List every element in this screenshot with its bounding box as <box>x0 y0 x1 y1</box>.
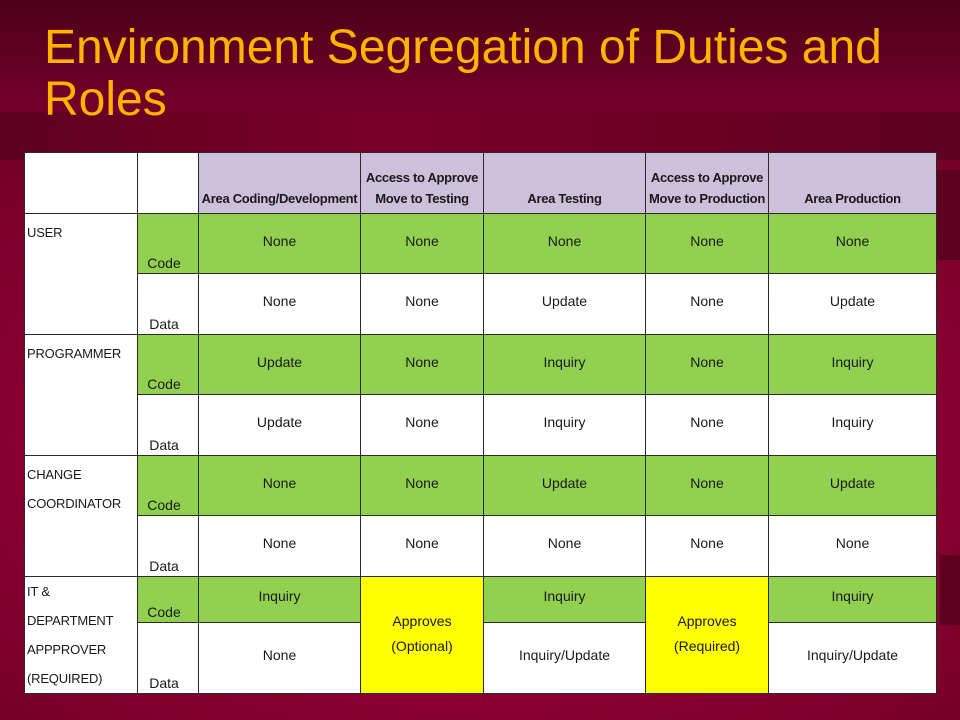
header-row: Area Coding/Development Access to Approv… <box>24 152 937 214</box>
table-cell: None <box>198 621 361 695</box>
table-cell: Update <box>768 273 937 335</box>
role-approver-line2: APPPROVER <box>27 642 107 657</box>
table-row: Data Update None Inquiry None Inquiry <box>25 394 937 456</box>
header-area-production: Area Production <box>768 152 937 214</box>
role-change-coordinator-line2: COORDINATOR <box>27 496 122 511</box>
row-kind-data: Data <box>137 394 199 456</box>
header-area-coding: Area Coding/Development <box>198 152 361 214</box>
approve-production-line1: Approves <box>677 613 737 629</box>
table-cell: None <box>645 394 769 456</box>
table-cell: None <box>768 213 937 274</box>
role-approver-line3: (REQUIRED) <box>27 671 103 686</box>
header-blank-role <box>24 152 138 214</box>
table-cell: None <box>360 334 484 395</box>
approves-required-cell: Approves (Required) <box>645 576 769 694</box>
table-cell: Inquiry <box>768 394 937 456</box>
role-change-coordinator-line1: CHANGE <box>27 467 82 482</box>
table-row: Data None None None None None <box>25 515 937 577</box>
table-cell: Inquiry <box>483 576 646 623</box>
approve-testing-line2: (Optional) <box>391 638 453 654</box>
table-cell: Update <box>198 394 361 456</box>
table-cell: Inquiry <box>198 576 361 623</box>
role-user-label: USER <box>27 225 63 240</box>
table-cell: Inquiry <box>483 334 646 395</box>
table-row: PROGRAMMER Code Update None Inquiry None… <box>24 334 937 456</box>
table-row: Data None Inquiry/Update Inquiry/Update <box>25 621 937 695</box>
table-row: Data None None Update None Update <box>25 273 937 335</box>
table-cell: None <box>198 455 361 516</box>
table-cell: None <box>198 273 361 335</box>
table-cell: Inquiry <box>768 334 937 395</box>
table-row: USER Code None None None None None <box>24 213 937 335</box>
approves-optional-cell: Approves (Optional) <box>360 576 484 694</box>
table-cell: None <box>645 213 769 274</box>
row-kind-data: Data <box>137 621 199 695</box>
row-kind-code: Code <box>137 334 199 395</box>
header-approve-production-line1: Access to Approve <box>650 170 764 185</box>
header-approve-testing-line2: Move to Testing <box>375 191 469 206</box>
table-cell: None <box>360 213 484 274</box>
row-kind-code: Code <box>137 576 199 623</box>
table-cell: Update <box>198 334 361 395</box>
table-cell: None <box>360 273 484 335</box>
approve-testing-line1: Approves <box>392 613 452 629</box>
table-cell: Inquiry <box>768 576 937 623</box>
table-row: CHANGE COORDINATOR Code None None Update… <box>24 455 937 577</box>
table-cell: None <box>645 515 769 577</box>
header-approve-production: Access to Approve Move to Production <box>645 152 769 214</box>
header-approve-testing: Access to Approve Move to Testing <box>360 152 484 214</box>
decorative-band-right-lower <box>940 555 960 625</box>
table-cell: Inquiry/Update <box>483 621 646 695</box>
role-programmer-label: PROGRAMMER <box>27 346 122 361</box>
table-cell: None <box>198 515 361 577</box>
table-cell: Update <box>768 455 937 516</box>
table-cell: Update <box>483 455 646 516</box>
segregation-table-container: Area Coding/Development Access to Approv… <box>24 152 937 695</box>
role-it-department-approver: IT & DEPARTMENT APPPROVER (REQUIRED) <box>24 576 138 694</box>
header-approve-production-line2: Move to Production <box>649 191 765 206</box>
role-approver-line1: IT & DEPARTMENT <box>27 584 114 628</box>
table-row: IT & DEPARTMENT APPPROVER (REQUIRED) Cod… <box>24 576 937 694</box>
role-change-coordinator: CHANGE COORDINATOR <box>24 455 138 577</box>
segregation-of-duties-table: Area Coding/Development Access to Approv… <box>24 152 937 695</box>
table-cell: None <box>483 515 646 577</box>
table-cell: None <box>360 515 484 577</box>
role-programmer: PROGRAMMER <box>24 334 138 456</box>
table-cell: None <box>645 455 769 516</box>
row-kind-data: Data <box>137 273 199 335</box>
table-cell: Inquiry/Update <box>768 621 937 695</box>
slide-title: Environment Segregation of Duties and Ro… <box>44 21 882 126</box>
row-kind-code: Code <box>137 455 199 516</box>
row-kind-data: Data <box>137 515 199 577</box>
table-cell: None <box>645 273 769 335</box>
table-cell: None <box>360 455 484 516</box>
table-cell: None <box>645 334 769 395</box>
table-cell: Inquiry <box>483 394 646 456</box>
header-approve-testing-line1: Access to Approve <box>365 170 479 185</box>
approve-production-line2: (Required) <box>673 638 741 654</box>
table-cell: None <box>768 515 937 577</box>
row-kind-code: Code <box>137 213 199 274</box>
header-blank-kind <box>137 152 199 214</box>
role-user: USER <box>24 213 138 335</box>
header-area-testing: Area Testing <box>483 152 646 214</box>
table-cell: None <box>198 213 361 274</box>
table-cell: None <box>360 394 484 456</box>
table-cell: Update <box>483 273 646 335</box>
table-cell: None <box>483 213 646 274</box>
